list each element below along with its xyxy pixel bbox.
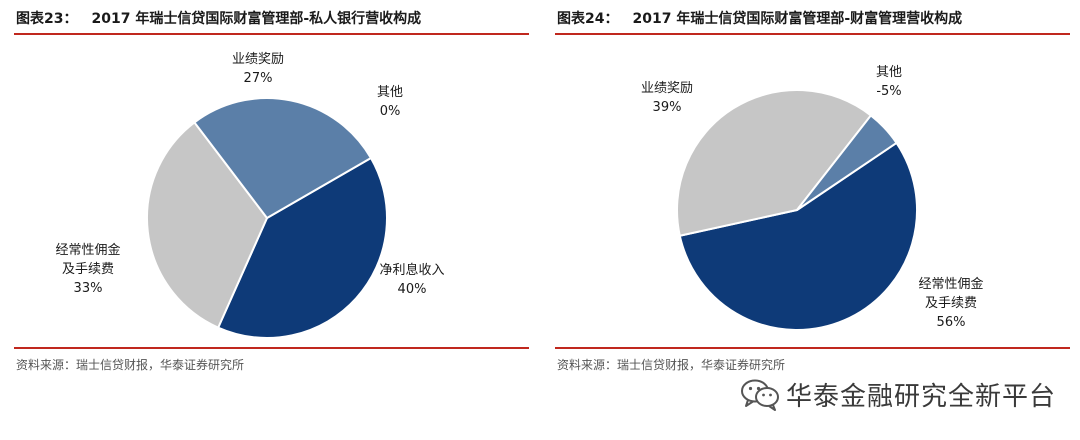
figure-title-text: 2017 年瑞士信贷国际财富管理部-私人银行营收构成 — [91, 11, 422, 27]
pie-chart-private-banking: 净利息收入 40% 经常性佣金及手续费 33% 业绩奖励 27% 其他 0% — [55, 52, 445, 339]
figure-number: 图表23： — [16, 11, 78, 27]
pie-slice — [146, 121, 268, 329]
slice-label: 业绩奖励 39% — [641, 81, 693, 115]
wechat-icon — [741, 379, 779, 411]
title-rule — [14, 33, 529, 35]
pie-slice — [796, 114, 898, 211]
source-note: 资料来源：瑞士信贷财报，华泰证券研究所 — [16, 358, 245, 372]
pie-slice — [193, 97, 372, 219]
pie-slice — [217, 157, 388, 339]
figure-title-text: 2017 年瑞士信贷国际财富管理部-财富管理营收构成 — [632, 11, 963, 27]
figure-title: 图表23： 2017 年瑞士信贷国际财富管理部-私人银行营收构成 — [16, 8, 421, 28]
slice-label: 经常性佣金及手续费 56% — [918, 276, 983, 330]
title-rule — [555, 33, 1070, 35]
chart-panel-left: 图表23： 2017 年瑞士信贷国际财富管理部-私人银行营收构成 净利息收入 40%… — [14, 0, 529, 392]
slice-label: 经常性佣金及手续费 33% — [55, 242, 120, 296]
pie-slice — [678, 141, 919, 332]
slice-label: 其他 0% — [377, 85, 403, 119]
source-note: 资料来源：瑞士信贷财报，华泰证券研究所 — [557, 358, 786, 372]
watermark: 华泰金融研究全新平台 — [740, 372, 1056, 416]
source-rule — [14, 347, 529, 349]
pie-chart-wealth-management: 经常性佣金及手续费 56% 业绩奖励 39% 其他-5% — [641, 65, 984, 332]
figure-title: 图表24： 2017 年瑞士信贷国际财富管理部-财富管理营收构成 — [557, 8, 962, 28]
figure-number: 图表24： — [557, 11, 619, 27]
source-rule — [555, 347, 1070, 349]
chart-panel-right: 图表24： 2017 年瑞士信贷国际财富管理部-财富管理营收构成 经常性佣金及手续… — [555, 0, 1070, 392]
slice-label: 其他-5% — [876, 65, 902, 99]
slice-label: 业绩奖励 27% — [232, 52, 284, 86]
watermark-text: 华泰金融研究全新平台 — [786, 381, 1057, 412]
slice-label: 净利息收入 40% — [379, 262, 444, 297]
pie-slice — [676, 89, 872, 237]
